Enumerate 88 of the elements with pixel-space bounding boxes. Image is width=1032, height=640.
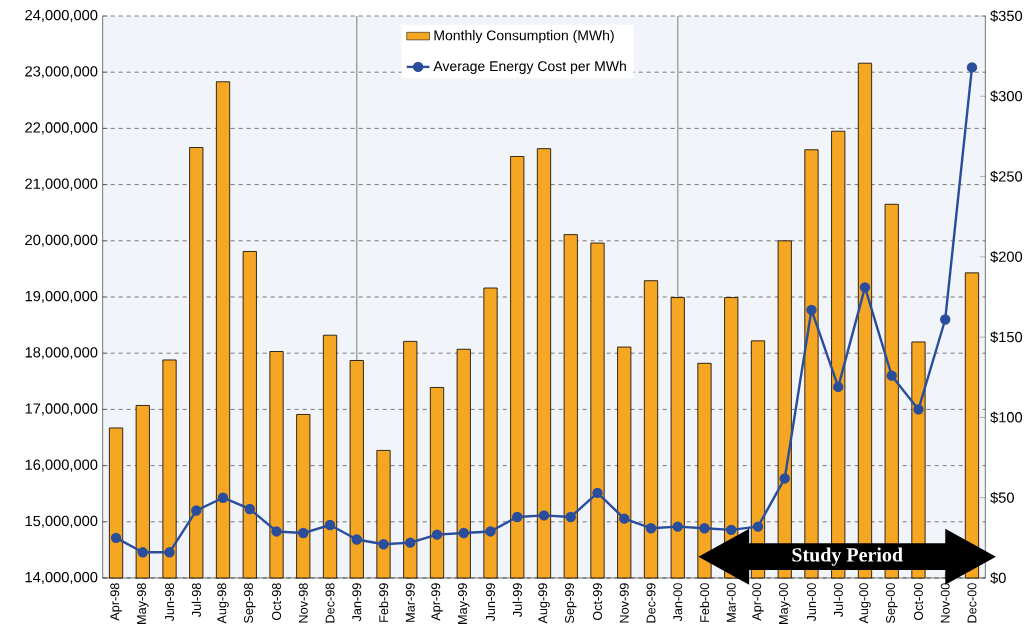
- point: [592, 487, 603, 499]
- y-tick-label: 23,000,000: [25, 66, 98, 79]
- point: [672, 521, 683, 532]
- x-tick-label: Dec-99: [646, 583, 656, 623]
- y-tick-label: 22,000,000: [25, 122, 98, 135]
- x-tick-label: Feb-99: [378, 583, 389, 622]
- y-tick-label: 24,000,000: [25, 9, 98, 23]
- y-tick-label: 17,000,000: [25, 403, 98, 416]
- point: [512, 511, 523, 523]
- y2-tick-label: $350: [990, 10, 1023, 22]
- point: [244, 503, 255, 515]
- x-tick-label: Aug-00: [859, 583, 871, 624]
- x-tick-label: Oct-99: [593, 583, 602, 621]
- x-tick-label: Apr-99: [431, 583, 443, 621]
- y-tick-label: 21,000,000: [25, 178, 98, 191]
- y2-tick-label: $50: [990, 491, 1014, 504]
- x-tick-label: Apr-00: [752, 583, 764, 621]
- x-tick-label: Jul-98: [191, 583, 201, 618]
- x-tick-label: Oct-98: [272, 583, 282, 621]
- x-tick-label: Oct-00: [913, 583, 923, 621]
- point: [565, 511, 576, 523]
- x-tick-label: Dec-98: [325, 583, 335, 623]
- x-tick-label: Aug-98: [217, 583, 229, 624]
- y2-tick-label: $150: [990, 331, 1023, 344]
- y2-tick-label: $200: [990, 250, 1023, 263]
- x-tick-label: Sep-99: [565, 583, 577, 623]
- point: [271, 526, 282, 537]
- point: [405, 537, 416, 548]
- point: [110, 532, 122, 544]
- y-tick-label: 15,000,000: [25, 515, 98, 528]
- point: [485, 526, 496, 537]
- point: [699, 523, 710, 534]
- point: [752, 521, 764, 532]
- x-tick-label: Jun-99: [486, 583, 495, 622]
- point: [351, 534, 362, 545]
- legend-label: Monthly Consumption (MWh): [434, 30, 614, 44]
- point: [726, 524, 737, 536]
- x-tick-label: Sep-00: [885, 583, 898, 623]
- x-tick-label: Mar-00: [726, 583, 736, 622]
- y2-tick-label: $0: [990, 572, 1006, 584]
- y-tick-label: 20,000,000: [25, 234, 98, 247]
- point: [966, 62, 978, 73]
- point: [217, 492, 229, 503]
- point: [806, 304, 817, 316]
- x-tick-label: May-99: [458, 583, 470, 624]
- x-tick-label: Jan-99: [352, 583, 362, 622]
- point: [886, 370, 897, 381]
- x-tick-label: Apr-98: [110, 583, 122, 621]
- point: [913, 404, 924, 415]
- point: [431, 529, 443, 540]
- point: [538, 510, 550, 521]
- y-tick-label: 14,000,000: [25, 571, 98, 585]
- legend-label: Average Energy Cost per MWh: [433, 60, 626, 74]
- y2-tick-label: $250: [990, 170, 1023, 183]
- point: [779, 473, 790, 484]
- point: [164, 547, 175, 558]
- point: [298, 527, 309, 539]
- point: [378, 539, 389, 550]
- point: [137, 547, 148, 558]
- point: [619, 513, 630, 524]
- point: [324, 519, 336, 531]
- x-tick-label: Jul-99: [512, 583, 522, 618]
- y-tick-label: 19,000,000: [25, 290, 98, 304]
- x-tick-label: Mar-99: [405, 583, 415, 622]
- point: [458, 527, 469, 539]
- annotation: Study Period: [792, 547, 903, 566]
- point: [940, 314, 951, 325]
- x-tick-label: Sep-98: [244, 583, 256, 623]
- x-tick-label: Aug-99: [538, 583, 550, 624]
- point: [191, 505, 202, 516]
- x-tick-label: May-00: [778, 583, 791, 624]
- x-tick-label: Nov-00: [940, 583, 950, 623]
- x-tick-label: Feb-00: [699, 583, 710, 622]
- x-tick-label: Jan-00: [673, 583, 683, 622]
- x-tick-label: Jun-98: [165, 583, 175, 622]
- x-tick-label: Dec-00: [967, 583, 977, 623]
- point: [859, 282, 871, 293]
- x-tick-label: Nov-99: [619, 583, 629, 623]
- y2-tick-label: $300: [990, 90, 1023, 103]
- x-tick-label: Jun-00: [806, 583, 816, 622]
- y2-tick-label: $100: [990, 411, 1023, 424]
- x-tick-label: May-98: [137, 583, 149, 624]
- y-tick-label: 18,000,000: [25, 347, 98, 360]
- x-tick-label: Nov-98: [298, 583, 308, 623]
- point: [833, 381, 844, 393]
- point: [645, 523, 657, 534]
- y-tick-label: 16,000,000: [25, 459, 98, 472]
- x-tick-label: Jul-00: [833, 583, 843, 618]
